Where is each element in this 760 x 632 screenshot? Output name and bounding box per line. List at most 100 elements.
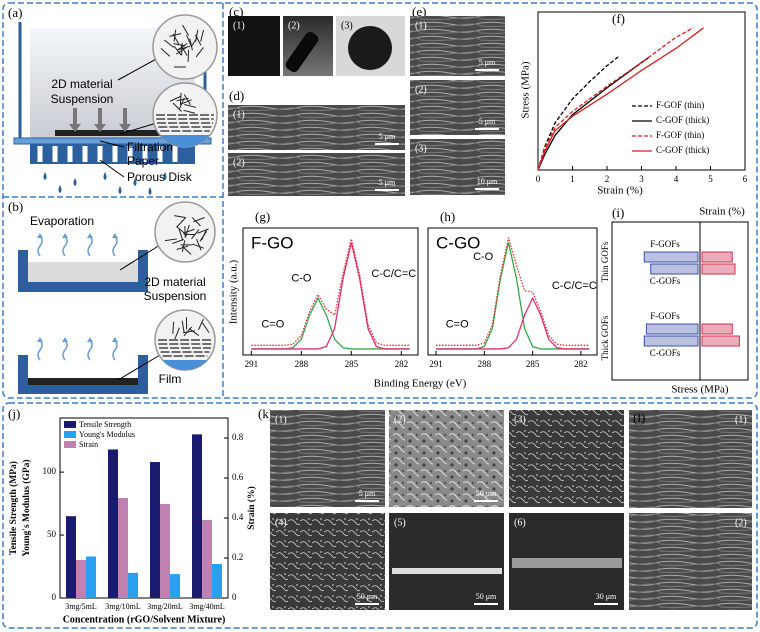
- legend-label: C-GOF (thick): [656, 145, 709, 155]
- flake: [199, 231, 208, 242]
- flake: [181, 240, 186, 253]
- image-label: (4): [275, 517, 287, 528]
- bar: [86, 556, 96, 598]
- diagram-label: Filtration: [127, 140, 173, 154]
- substrate: [160, 135, 210, 147]
- panel-label: (l): [633, 410, 645, 425]
- category-label: Thin GOFs: [600, 241, 610, 282]
- flake: [188, 328, 200, 336]
- bar: [701, 251, 733, 263]
- scale-label: 50 μm: [476, 489, 497, 498]
- diagram-label: 2D material: [144, 275, 205, 289]
- x-tick-label: 5: [708, 174, 713, 184]
- x-tick-label: 3mg/40mL: [189, 602, 225, 611]
- y2-tick-label: 0.6: [232, 472, 244, 482]
- legend-label: Young's Modulus: [79, 430, 135, 439]
- scale-label: 50 μm: [357, 592, 378, 601]
- image-label: (1): [233, 20, 245, 31]
- flake: [172, 238, 184, 244]
- flake: [178, 228, 184, 241]
- image-label: (2): [735, 517, 747, 528]
- diagram-label: Porous Disk: [127, 170, 193, 184]
- flake: [180, 99, 192, 105]
- y2-tick-label: 0.8: [232, 432, 244, 442]
- plot-frame: [427, 227, 598, 356]
- image-label: (2): [233, 157, 245, 168]
- peak-label: C-O: [473, 251, 494, 263]
- micrograph: [270, 410, 385, 507]
- panel-label: (c): [229, 4, 243, 19]
- flake: [183, 94, 191, 106]
- vapour-arrows: [37, 235, 118, 361]
- magnifier: [152, 14, 218, 80]
- micrograph: [410, 80, 505, 135]
- flake: [163, 39, 175, 48]
- evaporation-diagram: Evaporation 2D material Suspension Film: [18, 214, 206, 394]
- bar: [701, 263, 736, 275]
- y-tick-label: 100: [43, 466, 57, 476]
- y-tick-label: 0: [52, 592, 57, 602]
- trough: [18, 250, 148, 292]
- flake: [176, 217, 186, 228]
- film-edge: [512, 558, 622, 568]
- x-tick-label: 285: [345, 359, 359, 369]
- panel-label: (k): [258, 406, 273, 421]
- x-tick-label: 288: [295, 359, 309, 369]
- leader-lines: [117, 244, 161, 381]
- x-tick-label: 291: [429, 359, 443, 369]
- y-tick-label: 50: [47, 529, 57, 539]
- flake: [191, 229, 200, 240]
- panel-label: (b): [8, 199, 23, 214]
- trough: [18, 355, 148, 394]
- flake: [183, 228, 195, 234]
- legend-label: Tensile Strength: [79, 420, 131, 429]
- flake: [176, 226, 186, 235]
- bar: [643, 335, 699, 347]
- suspension-region: [28, 262, 138, 282]
- flake: [160, 47, 171, 57]
- micrograph: [509, 410, 624, 507]
- image-label: (5): [394, 517, 406, 528]
- peak-label: C=O: [261, 319, 284, 331]
- image-label: (1): [735, 414, 747, 425]
- flake: [195, 47, 204, 58]
- substrate: [162, 360, 208, 371]
- micrograph: [228, 153, 405, 196]
- bar: [202, 520, 212, 598]
- bar: [212, 564, 222, 598]
- bar: [643, 251, 699, 263]
- image-label: (1): [415, 20, 427, 31]
- legend-label: Strain: [79, 440, 98, 449]
- panel-label: (h): [440, 209, 455, 224]
- x-tick-label: 282: [395, 359, 409, 369]
- bar: [170, 574, 180, 598]
- row-label: F-GOFs: [650, 239, 680, 249]
- plot-frame: [611, 221, 749, 381]
- micrograph: [270, 513, 385, 610]
- bar: [650, 263, 699, 275]
- flake: [173, 43, 186, 47]
- flake: [172, 102, 182, 112]
- bar: [701, 323, 733, 335]
- plot-frame: [59, 417, 229, 599]
- drops: [43, 172, 167, 195]
- y-axis-label: Tensile Strength (MPa): [8, 461, 19, 555]
- bar: [76, 560, 86, 598]
- data-line: [537, 27, 704, 171]
- x-tick-label: 0: [536, 174, 541, 184]
- bar: [192, 434, 202, 598]
- panel-label: (f): [612, 11, 625, 26]
- legend-swatch: [64, 441, 76, 448]
- bar: [108, 449, 118, 598]
- image-label: (1): [233, 109, 245, 120]
- plot-frame: [242, 227, 419, 356]
- flake: [196, 238, 202, 251]
- scale-label: 50 μm: [476, 592, 497, 601]
- flake: [201, 322, 210, 333]
- legend-label: F-GOF (thin): [656, 130, 704, 140]
- x-tick-label: 282: [574, 359, 588, 369]
- x-tick-label: 3mg/20mL: [147, 602, 183, 611]
- x-tick-label: 285: [526, 359, 540, 369]
- plot-frame: [537, 11, 746, 171]
